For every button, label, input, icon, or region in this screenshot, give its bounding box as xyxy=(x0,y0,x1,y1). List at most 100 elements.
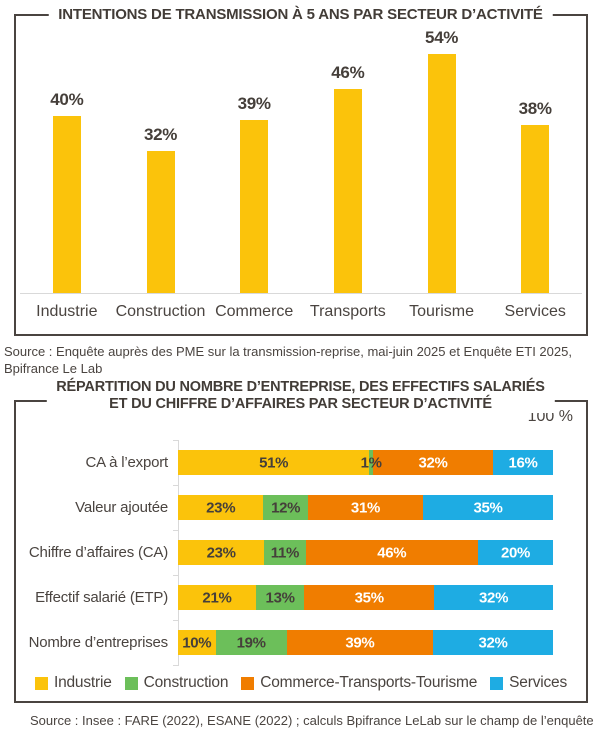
chart2-title: RÉPARTITION DU NOMBRE D’ENTREPRISE, DES … xyxy=(46,379,555,413)
segment-value-label: 10% xyxy=(182,634,212,651)
segment-value-label: 13% xyxy=(265,589,295,606)
segment-construction: 13% xyxy=(255,585,305,610)
category-label-services: Services xyxy=(504,303,566,320)
segment-construction: 19% xyxy=(215,630,287,655)
chart2-frame: 100 % CA à l’export 51% 1% 32% 16% Valeur ajo… xyxy=(14,400,588,703)
axis-tick xyxy=(173,485,179,486)
chart1-source: Source : Enquête auprès des PME sur la t… xyxy=(4,344,572,376)
bar-group-tourisme: 54% xyxy=(395,16,489,293)
row-label: Chiffre d’affaires (CA) xyxy=(28,544,168,561)
segment-value-label: 46% xyxy=(377,544,407,561)
segment-value-label: 23% xyxy=(206,544,236,561)
segment-industrie: 10% xyxy=(178,630,216,655)
category-label-transports: Transports xyxy=(309,303,386,320)
segment-value-label: 1% xyxy=(360,454,382,471)
bar-commerce xyxy=(240,120,269,293)
segment-value-label: 21% xyxy=(202,589,232,606)
legend-item-services: Services xyxy=(490,674,567,692)
bar-group-construction: 32% xyxy=(114,16,208,293)
segment-value-label: 32% xyxy=(418,454,448,471)
segment-industrie: 23% xyxy=(178,540,265,565)
axis-tick xyxy=(173,530,179,531)
row-label: Valeur ajoutée xyxy=(75,499,168,516)
bar-services xyxy=(521,125,550,293)
row-label: Nombre d’entreprises xyxy=(28,634,169,651)
stacked-bar-row-ca-l-export: CA à l’export 51% 1% 32% 16% xyxy=(22,440,553,485)
segment-commerce-transports-tourisme: 39% xyxy=(286,630,433,655)
segment-commerce-transports-tourisme: 46% xyxy=(305,540,478,565)
segment-services: 32% xyxy=(434,585,553,610)
segment-value-label: 23% xyxy=(206,499,236,516)
legend-swatch xyxy=(34,676,48,690)
bar-transports xyxy=(333,89,362,293)
segment-services: 16% xyxy=(493,450,553,475)
segment-value-label: 32% xyxy=(478,634,508,651)
chart2-title-line1: RÉPARTITION DU NOMBRE D’ENTREPRISE, DES … xyxy=(56,379,545,395)
segment-industrie: 21% xyxy=(178,585,256,610)
category-label-industrie: Industrie xyxy=(36,303,98,320)
legend-label: Services xyxy=(509,674,568,691)
segment-industrie: 23% xyxy=(178,495,264,520)
chart2-source: Source : Insee : FARE (2022), ESANE (202… xyxy=(30,713,594,728)
axis-tick xyxy=(173,620,179,621)
stacked-bar: 23% 11% 46% 20% xyxy=(178,540,553,565)
segment-construction: 1% xyxy=(361,450,382,475)
chart1-title: INTENTIONS DE TRANSMISSION À 5 ANS PAR S… xyxy=(48,6,553,23)
stacked-bar-row-chiffre-d-affaires-ca: Chiffre d’affaires (CA) 23% 11% 46% 20% xyxy=(22,530,553,575)
segment-commerce-transports-tourisme: 32% xyxy=(373,450,493,475)
chart1-categories: Industrie Construction Commerce Transports T… xyxy=(20,294,582,332)
bar-value-label: 40% xyxy=(50,90,84,109)
legend-swatch xyxy=(124,676,138,690)
axis-tick xyxy=(173,440,179,441)
bar-value-label: 54% xyxy=(424,28,459,47)
bar-group-services: 38% xyxy=(488,16,582,293)
legend-swatch xyxy=(490,676,504,690)
stacked-bar-row-effectif-salari-etp: Effectif salarié (ETP) 21% 13% 35% 32% xyxy=(22,575,553,620)
bar-group-commerce: 39% xyxy=(207,16,301,293)
chart2-rows: CA à l’export 51% 1% 32% 16% Valeur ajoutée 23… xyxy=(22,440,553,666)
segment-construction: 12% xyxy=(263,495,308,520)
stacked-bar: 51% 1% 32% 16% xyxy=(178,450,553,475)
segment-services: 20% xyxy=(478,540,553,565)
bar-value-label: 46% xyxy=(331,63,365,82)
segment-services: 32% xyxy=(433,630,553,655)
segment-value-label: 35% xyxy=(473,499,503,516)
stacked-bar: 10% 19% 39% 32% xyxy=(178,630,553,655)
bar-value-label: 32% xyxy=(143,125,178,144)
chart2-title-line2: ET DU CHIFFRE D’AFFAIRES PAR SECTEUR D’A… xyxy=(109,396,492,412)
segment-value-label: 16% xyxy=(508,454,538,471)
segment-value-label: 31% xyxy=(350,499,381,516)
segment-value-label: 19% xyxy=(236,634,266,651)
segment-value-label: 12% xyxy=(271,499,301,516)
category-label-commerce: Commerce xyxy=(215,303,294,320)
bar-value-label: 39% xyxy=(237,94,271,113)
row-label: Effectif salarié (ETP) xyxy=(35,589,168,606)
segment-construction: 11% xyxy=(264,540,306,565)
segment-services: 35% xyxy=(423,495,553,520)
legend-label: Commerce-Transports-Tourisme xyxy=(260,674,478,691)
segment-value-label: 39% xyxy=(345,634,375,651)
chart2-legend: Industrie Construction Commerce-Transports… xyxy=(16,674,586,692)
chart1-frame: 40% 32% 39% 46% 54% 38% Industrie Construction… xyxy=(14,14,588,336)
segment-value-label: 32% xyxy=(479,589,509,606)
bar-value-label: 38% xyxy=(518,99,552,118)
segment-value-label: 51% xyxy=(259,454,289,471)
legend-swatch xyxy=(241,676,255,690)
bar-group-transports: 46% xyxy=(301,16,395,293)
category-label-construction: Construction xyxy=(115,303,206,320)
stacked-bar: 21% 13% 35% 32% xyxy=(178,585,553,610)
bar-group-industrie: 40% xyxy=(20,16,114,293)
segment-commerce-transports-tourisme: 35% xyxy=(304,585,435,610)
segment-value-label: 11% xyxy=(270,544,300,561)
bar-construction xyxy=(146,151,175,293)
segment-value-label: 20% xyxy=(500,544,531,561)
segment-commerce-transports-tourisme: 31% xyxy=(307,495,424,520)
chart1-plot: 40% 32% 39% 46% 54% 38% xyxy=(20,16,582,294)
segment-value-label: 35% xyxy=(354,589,384,606)
axis-tick xyxy=(173,575,179,576)
axis-tick xyxy=(173,665,179,666)
legend-item-construction: Construction xyxy=(124,674,228,692)
legend-item-commerce-transports-tourisme: Commerce-Transports-Tourisme xyxy=(241,674,477,692)
bar-industrie xyxy=(52,116,81,293)
category-label-tourisme: Tourisme xyxy=(409,303,474,320)
